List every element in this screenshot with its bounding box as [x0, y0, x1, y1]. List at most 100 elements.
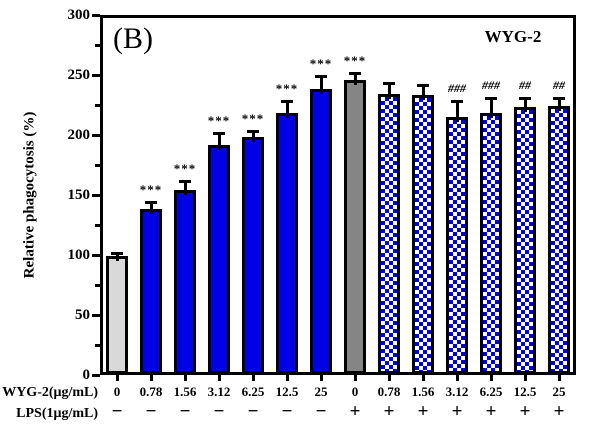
- y-minor-tick: [95, 344, 100, 347]
- dose-label: 6.25: [241, 384, 265, 399]
- significance-label: ###: [448, 81, 466, 96]
- dose-label: 3.12: [207, 384, 231, 399]
- dose-label: 0: [113, 384, 121, 399]
- x-tick: [251, 375, 255, 381]
- y-tick-label: 200: [67, 127, 91, 143]
- lps-sign: −: [281, 401, 293, 422]
- error-bar-cap: [417, 83, 429, 87]
- error-bar-cap: [315, 75, 327, 79]
- y-major-tick: [92, 133, 100, 137]
- dose-label: 12.5: [275, 384, 299, 399]
- x-tick: [523, 375, 527, 381]
- x-tick: [217, 375, 221, 381]
- lps-sign: +: [451, 401, 463, 422]
- error-bar-cap: [213, 131, 225, 135]
- significance-label: ***: [241, 111, 265, 127]
- lps-sign: +: [383, 401, 395, 422]
- significance-label: ###: [482, 77, 500, 92]
- significance-label: ***: [139, 182, 163, 198]
- y-tick-label: 100: [67, 247, 91, 263]
- significance-label: ***: [309, 56, 333, 72]
- significance-label: ***: [173, 160, 197, 176]
- lps-sign: −: [315, 401, 327, 422]
- error-bar-stem: [115, 252, 119, 262]
- lps-sign: −: [179, 401, 191, 422]
- lps-sign: −: [213, 401, 225, 422]
- dose-label: 1.56: [411, 384, 435, 399]
- dose-label: 1.56: [173, 384, 197, 399]
- error-bar-stem: [557, 97, 561, 112]
- bar: [140, 209, 162, 374]
- error-bar-stem: [319, 76, 323, 95]
- error-bar-cap: [145, 201, 157, 205]
- y-minor-tick: [95, 44, 100, 47]
- x-tick: [455, 375, 459, 381]
- lps-sign: +: [485, 401, 497, 422]
- bar: [208, 144, 230, 374]
- y-major-tick: [92, 73, 100, 77]
- bar: [378, 94, 400, 374]
- y-major-tick: [92, 253, 100, 257]
- y-tick-label: 0: [82, 367, 91, 383]
- error-bar-cap: [281, 100, 293, 104]
- lps-sign: −: [247, 401, 259, 422]
- bar: [514, 107, 536, 374]
- y-axis-label: Relative phagocytosis (%): [21, 111, 38, 279]
- y-tick-label: 150: [67, 187, 91, 203]
- error-bar-cap: [349, 71, 361, 75]
- error-bar-stem: [455, 101, 459, 122]
- error-bar-stem: [217, 132, 221, 150]
- y-major-tick: [92, 313, 100, 317]
- bar: [310, 89, 332, 374]
- x-row-label-lps: LPS(1μg/mL): [16, 406, 98, 421]
- error-bar-cap: [383, 82, 395, 86]
- bar: [446, 117, 468, 374]
- x-row-label-dose: WYG-2(μg/mL): [2, 385, 98, 400]
- bar: [106, 256, 128, 374]
- x-tick: [115, 375, 119, 381]
- lps-sign: −: [145, 401, 157, 422]
- error-bar-cap: [451, 100, 463, 104]
- bar: [276, 113, 298, 374]
- y-minor-tick: [95, 284, 100, 287]
- error-bar-stem: [353, 72, 357, 85]
- significance-label: ***: [275, 81, 299, 97]
- y-tick-label: 250: [67, 67, 91, 83]
- error-bar-stem: [489, 97, 493, 119]
- error-bar-cap: [553, 96, 565, 100]
- dose-label: 6.25: [479, 384, 503, 399]
- y-major-tick: [92, 373, 100, 377]
- x-tick: [421, 375, 425, 381]
- significance-label: ***: [207, 112, 231, 128]
- dose-label: 0: [351, 384, 359, 399]
- error-bar-stem: [251, 131, 255, 143]
- error-bar-stem: [285, 101, 289, 119]
- x-tick: [353, 375, 357, 381]
- lps-sign: +: [349, 401, 361, 422]
- x-tick: [149, 375, 153, 381]
- error-bar-stem: [421, 84, 425, 101]
- error-bar-cap: [519, 96, 531, 100]
- lps-sign: +: [553, 401, 565, 422]
- error-bar-cap: [111, 251, 123, 255]
- error-bar-cap: [179, 179, 191, 183]
- error-bar-stem: [387, 83, 391, 100]
- y-tick-label: 300: [67, 7, 91, 23]
- lps-sign: +: [519, 401, 531, 422]
- dose-label: 12.5: [513, 384, 537, 399]
- dose-label: 25: [314, 384, 328, 399]
- bar: [412, 95, 434, 374]
- y-major-tick: [92, 13, 100, 17]
- y-major-tick: [92, 193, 100, 197]
- y-tick-label: 50: [75, 307, 90, 323]
- dose-label: 25: [552, 384, 566, 399]
- y-minor-tick: [95, 104, 100, 107]
- error-bar-stem: [149, 202, 153, 215]
- panel-label: (B): [113, 22, 153, 55]
- lps-sign: +: [417, 401, 429, 422]
- y-minor-tick: [95, 164, 100, 167]
- dose-label: 0.78: [377, 384, 401, 399]
- bar: [344, 79, 366, 374]
- x-tick: [557, 375, 561, 381]
